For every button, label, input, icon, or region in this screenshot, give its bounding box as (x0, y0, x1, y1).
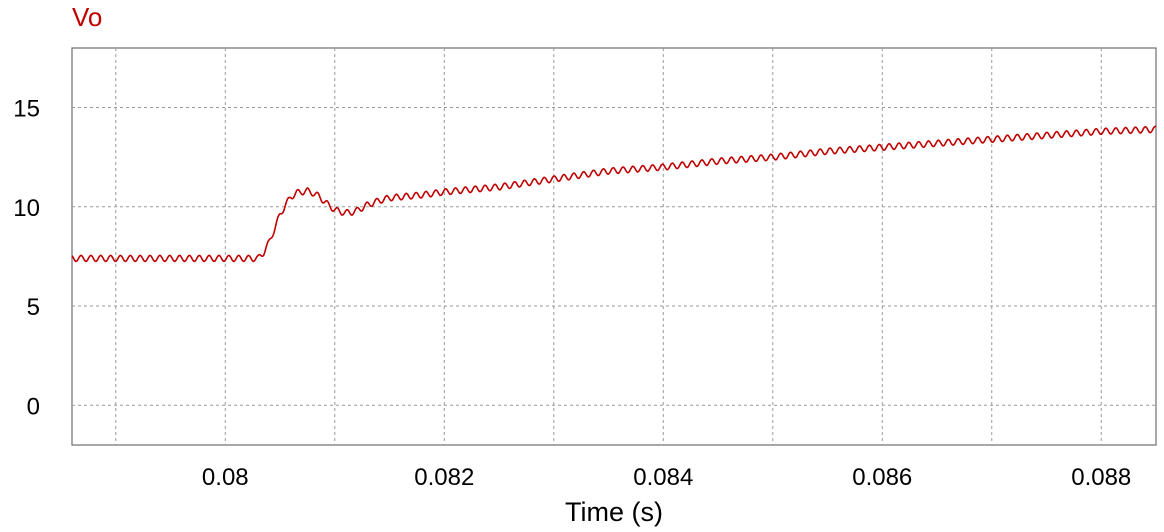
x-axis-title: Time (s) (565, 497, 663, 527)
x-tick-label: 0.08 (202, 464, 249, 491)
y-tick-label: 15 (13, 96, 40, 123)
series-line-vo (71, 125, 1157, 263)
y-tick-label: 5 (27, 294, 40, 321)
x-tick-label: 0.086 (852, 464, 912, 491)
legend-label-vo: Vo (72, 2, 102, 32)
plot-area (71, 47, 1157, 446)
y-tick-label: 10 (13, 195, 40, 222)
x-tick-label: 0.082 (414, 464, 474, 491)
x-tick-label: 0.088 (1071, 464, 1131, 491)
series-layer (71, 125, 1157, 263)
y-tick-label: 0 (27, 393, 40, 420)
grid-layer (72, 48, 1156, 445)
x-tick-label: 0.084 (633, 464, 693, 491)
tick-layer: 0.08 0.082 0.084 0.086 0.088 0 5 10 15 (13, 96, 1131, 491)
